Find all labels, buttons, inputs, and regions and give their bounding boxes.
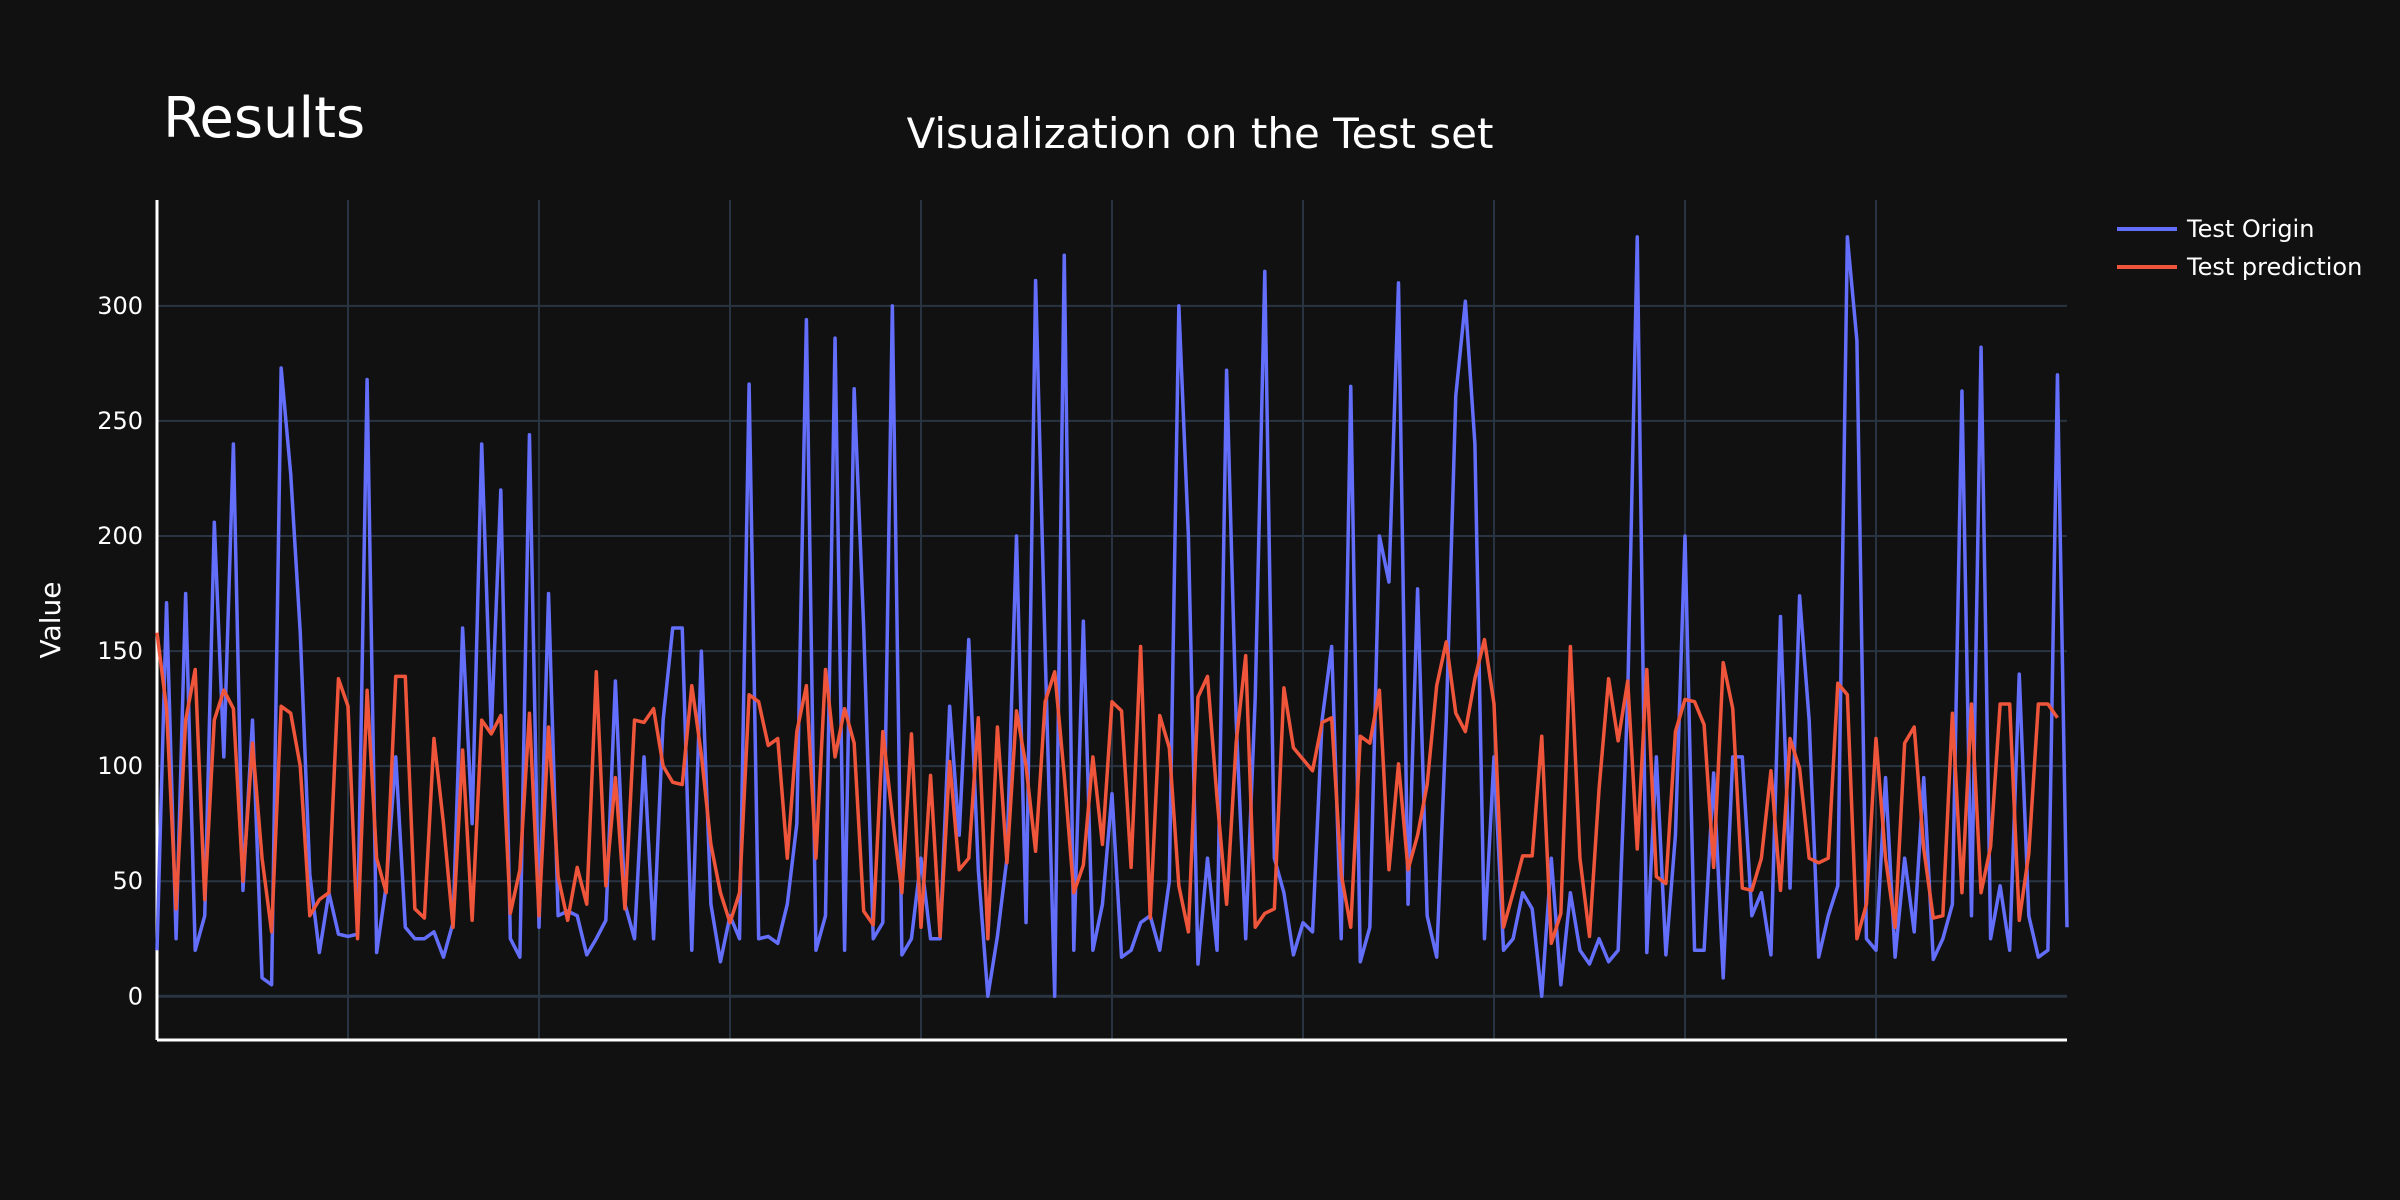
legend[interactable]: Test Origin Test prediction — [2117, 215, 2362, 281]
legend-item-test-prediction[interactable]: Test prediction — [2117, 253, 2362, 281]
legend-label: Test Origin — [2186, 215, 2314, 243]
series-layer — [155, 235, 2069, 999]
y-tick-label: 200 — [97, 522, 143, 550]
y-tick-label: 100 — [97, 752, 143, 780]
y-tick-labels: 0 50 100 150 200 250 300 — [97, 292, 143, 1010]
y-tick-label: 300 — [97, 292, 143, 320]
page-title: Results — [163, 86, 366, 151]
y-tick-label: 150 — [97, 637, 143, 665]
chart-title: Visualization on the Test set — [907, 109, 1494, 158]
y-tick-label: 50 — [112, 867, 143, 895]
test-origin-line — [155, 235, 2069, 999]
y-tick-label: 0 — [128, 982, 143, 1010]
y-axis-title: Value — [34, 582, 67, 659]
y-tick-label: 250 — [97, 407, 143, 435]
legend-label: Test prediction — [2186, 253, 2362, 281]
legend-item-test-origin[interactable]: Test Origin — [2117, 215, 2314, 243]
test-prediction-line — [155, 632, 2059, 946]
